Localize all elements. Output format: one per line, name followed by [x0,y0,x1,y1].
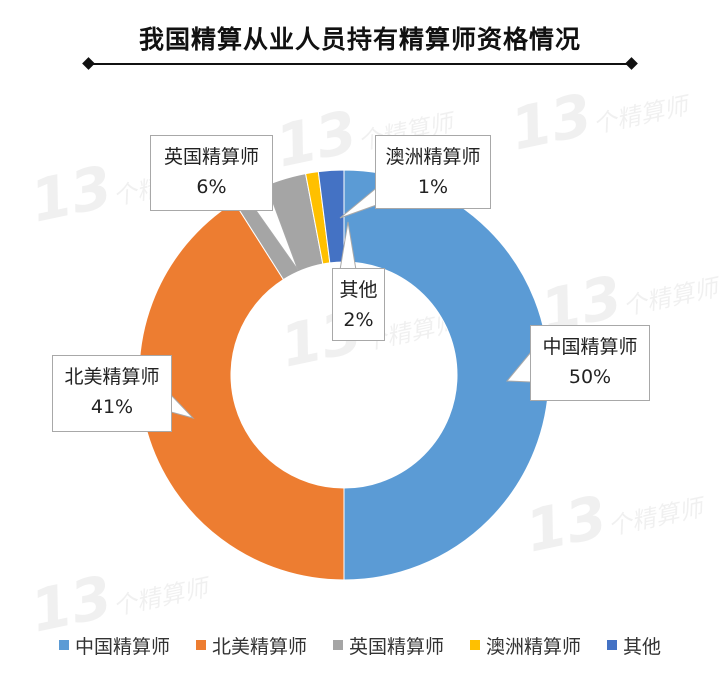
label-value: 50% [568,366,612,388]
data-label-cn: 中国精算师 50% [530,325,650,401]
legend-item-other[interactable]: 其他 [607,632,661,659]
legend-item-cn[interactable]: 中国精算师 [58,632,170,659]
data-label-uk: 英国精算师 6% [150,135,273,211]
slice-cn[interactable] [343,169,550,581]
chart-title-container: 我国精算从业人员持有精算师资格情况 [0,20,720,56]
legend-item-au[interactable]: 澳洲精算师 [470,632,581,659]
slice-na[interactable] [138,201,345,581]
legend-swatch [607,640,618,650]
label-value: 6% [196,176,227,198]
data-label-other: 其他 2% [332,268,385,341]
legend-item-uk[interactable]: 英国精算师 [332,632,444,659]
chart-title: 我国精算从业人员持有精算师资格情况 [138,25,581,54]
label-name: 澳洲精算师 [385,146,481,168]
donut-slices [138,169,550,581]
label-value: 2% [343,309,374,331]
label-name: 北美精算师 [64,366,160,388]
label-name: 中国精算师 [542,336,638,358]
legend-swatch [332,640,343,650]
legend-label: 其他 [623,635,662,658]
legend-swatch [195,640,206,650]
legend-label: 中国精算师 [74,635,170,658]
legend-label: 澳洲精算师 [486,635,582,658]
legend-swatch [470,640,480,650]
label-name: 英国精算师 [163,146,259,168]
chart-legend: 中国精算师 北美精算师 英国精算师 澳洲精算师 其他 [0,630,720,660]
legend-label: 北美精算师 [211,635,307,658]
label-value: 41% [90,396,134,418]
legend-item-na[interactable]: 北美精算师 [195,632,307,659]
data-label-na: 北美精算师 41% [52,355,172,432]
legend-label: 英国精算师 [348,635,444,658]
title-divider [88,63,632,65]
legend-swatch [58,640,69,650]
label-name: 其他 [339,279,378,301]
label-value: 1% [417,176,449,198]
data-label-au: 澳洲精算师 1% [375,135,491,209]
callout-pointers [170,184,532,419]
